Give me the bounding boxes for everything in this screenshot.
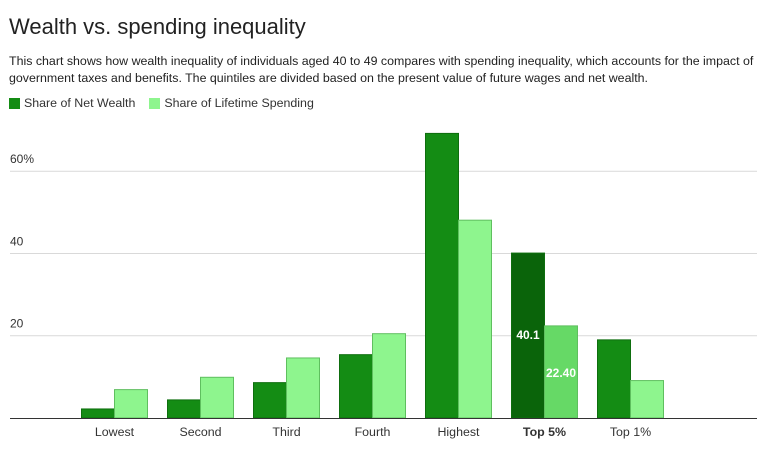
x-tick-label: Third <box>272 425 300 439</box>
bar-net-wealth <box>167 399 201 419</box>
x-tick-label: Top 5% <box>523 425 566 439</box>
chart-title: Wealth vs. spending inequality <box>9 14 306 39</box>
bar-lifetime-spending <box>200 376 234 419</box>
bar-net-wealth <box>425 132 459 419</box>
y-tick-label: 20 <box>10 317 24 331</box>
bar-net-wealth <box>81 408 115 419</box>
x-tick-label: Highest <box>437 425 480 439</box>
bar-net-wealth <box>339 354 373 419</box>
chart-subtitle: This chart shows how wealth inequality o… <box>9 54 754 85</box>
bar-lifetime-spending <box>114 389 148 419</box>
legend-item-lifetime-spending: Share of Lifetime Spending <box>149 96 314 110</box>
bar-net-wealth <box>597 339 631 419</box>
x-tick-label: Fourth <box>355 425 391 439</box>
y-tick-label: 60% <box>10 152 34 166</box>
data-label: 22.40 <box>546 366 576 380</box>
legend-item-net-wealth: Share of Net Wealth <box>9 96 135 110</box>
bar-lifetime-spending <box>458 219 492 419</box>
x-tick-label: Top 1% <box>610 425 651 439</box>
bar-net-wealth <box>253 382 287 419</box>
x-tick-label: Second <box>179 425 221 439</box>
legend-label-lifetime-spending: Share of Lifetime Spending <box>164 96 314 110</box>
legend-swatch-net-wealth <box>9 97 20 109</box>
data-label: 40.1 <box>516 328 540 342</box>
bar-lifetime-spending <box>372 333 406 419</box>
legend-label-net-wealth: Share of Net Wealth <box>24 96 136 110</box>
x-tick-label: Lowest <box>95 425 135 439</box>
bar-lifetime-spending <box>286 357 320 419</box>
legend: Share of Net Wealth Share of Lifetime Sp… <box>9 96 328 110</box>
bar-lifetime-spending <box>630 380 664 419</box>
y-tick-label: 40 <box>10 234 24 248</box>
legend-swatch-lifetime-spending <box>149 97 161 109</box>
